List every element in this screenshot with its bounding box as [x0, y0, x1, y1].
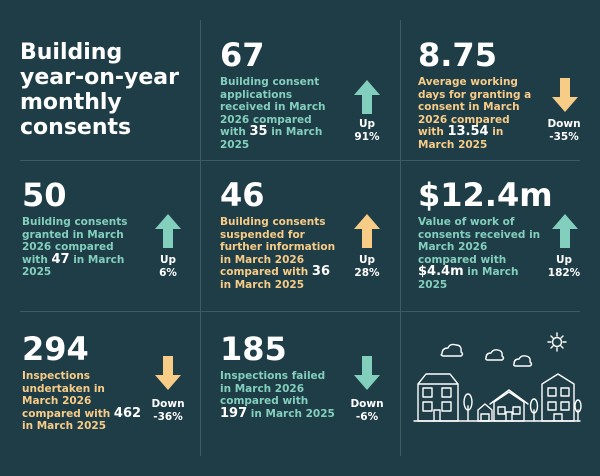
- stat-description-tail: in March 2025: [247, 407, 335, 420]
- stat-description-text: Inspections failed in March 2026 compare…: [220, 370, 326, 407]
- stat-previous-value: 36: [311, 264, 330, 279]
- change-direction: Up: [555, 254, 573, 266]
- arrow-up-icon: [354, 214, 380, 252]
- change-label: Down -36%: [143, 398, 193, 423]
- page-title: Building year-on-year monthly consents: [20, 40, 179, 140]
- stat-previous-value: $4.4m: [418, 264, 464, 279]
- change-direction: Down: [350, 398, 384, 410]
- arrow-up-icon: [354, 80, 380, 118]
- change-percent: -35%: [549, 130, 579, 143]
- stat-card-inspections-failed: 185 Inspections failed in March 2026 com…: [220, 332, 338, 420]
- stat-value: 185: [220, 330, 287, 368]
- stat-description-tail: in March 2025: [418, 266, 519, 291]
- change-direction: Up: [358, 118, 376, 130]
- stat-previous-value: 47: [51, 251, 70, 267]
- grid-divider-horizontal-2: [20, 311, 580, 312]
- houses-illustration-icon: [413, 332, 582, 422]
- stat-value: $12.4m: [418, 176, 553, 214]
- change-label: Up 182%: [539, 254, 589, 279]
- stat-description-text: Average working days for granting a cons…: [418, 76, 532, 138]
- arrow-down-icon: [354, 356, 380, 394]
- change-label: Down -35%: [539, 118, 589, 143]
- stat-previous-value: 13.54: [447, 124, 489, 139]
- stat-card-inspections-undertaken: 294 Inspections undertaken in March 2026…: [22, 332, 144, 433]
- change-percent: 28%: [354, 266, 380, 279]
- change-label: Up 91%: [342, 118, 392, 143]
- stat-description: Average working days for granting a cons…: [418, 76, 536, 151]
- arrow-up-icon: [155, 214, 181, 252]
- change-direction: Down: [547, 118, 581, 130]
- stat-description-text: Inspections undertaken in March 2026 com…: [22, 370, 114, 420]
- stat-previous-value: 462: [113, 405, 142, 421]
- grid-divider-vertical-2: [400, 20, 401, 456]
- change-percent: -6%: [355, 410, 379, 423]
- stat-value: 50: [22, 176, 67, 214]
- stat-description-text: Building consent applications received i…: [220, 76, 326, 138]
- grid-divider-vertical-1: [200, 20, 201, 456]
- stat-description: Building consents granted in March 2026 …: [22, 216, 140, 279]
- change-label: Up 28%: [342, 254, 392, 279]
- change-label: Up 6%: [143, 254, 193, 279]
- stat-previous-value: 197: [220, 405, 248, 421]
- stat-description: Value of work of consents received in Ma…: [418, 216, 543, 291]
- stat-card-working-days: 8.75 Average working days for granting a…: [418, 38, 536, 151]
- stat-previous-value: 35: [249, 124, 268, 139]
- stat-description-text: Building consents suspended for further …: [220, 216, 336, 278]
- grid-divider-horizontal-1: [20, 160, 580, 161]
- stat-description-text: Value of work of consents received in Ma…: [418, 216, 541, 266]
- change-percent: 6%: [159, 266, 177, 279]
- change-label: Down -6%: [342, 398, 392, 423]
- stat-description-tail: in March 2025: [418, 126, 504, 151]
- arrow-down-icon: [552, 78, 578, 116]
- stat-value: 294: [22, 330, 89, 368]
- arrow-up-icon: [552, 214, 578, 252]
- stat-value: 8.75: [418, 36, 497, 74]
- change-direction: Down: [151, 398, 185, 410]
- stat-value: 67: [220, 36, 265, 74]
- stat-description-text: Building consents granted in March 2026 …: [22, 216, 128, 266]
- stat-card-applications-received: 67 Building consent applications receive…: [220, 38, 338, 151]
- stat-card-consents-suspended: 46 Building consents suspended for furth…: [220, 178, 338, 291]
- arrow-down-icon: [155, 356, 181, 394]
- stat-description: Building consents suspended for further …: [220, 216, 338, 291]
- change-percent: 91%: [354, 130, 380, 143]
- stat-description: Inspections failed in March 2026 compare…: [220, 370, 338, 420]
- stat-description-tail: in March 2025: [220, 126, 323, 151]
- stat-card-consents-granted: 50 Building consents granted in March 20…: [22, 178, 140, 279]
- change-direction: Up: [358, 254, 376, 266]
- change-percent: -36%: [153, 410, 183, 423]
- stat-value: 46: [220, 176, 265, 214]
- stat-card-value-of-work: $12.4m Value of work of consents receive…: [418, 176, 553, 291]
- stat-description-tail: in March 2025: [22, 253, 125, 279]
- stat-description: Inspections undertaken in March 2026 com…: [22, 370, 144, 433]
- stat-description: Building consent applications received i…: [220, 76, 338, 151]
- change-direction: Up: [159, 254, 177, 266]
- stat-description-tail: in March 2025: [220, 278, 305, 291]
- change-percent: 182%: [547, 266, 581, 279]
- stat-description-tail: in March 2025: [22, 420, 107, 432]
